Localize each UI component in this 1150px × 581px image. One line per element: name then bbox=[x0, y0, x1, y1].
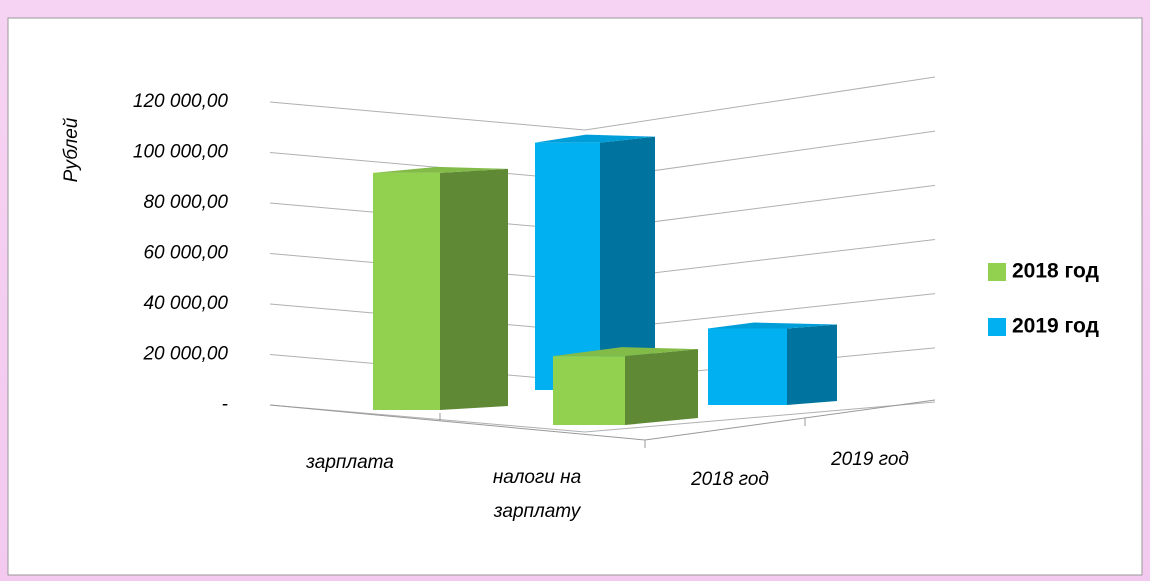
y-tick-label: 20 000,00 bbox=[142, 344, 228, 365]
y-tick-label: 40 000,00 bbox=[143, 293, 228, 314]
legend-swatch bbox=[988, 318, 1006, 336]
legend-label: 2019 год bbox=[1012, 315, 1099, 338]
bar-front bbox=[708, 328, 787, 405]
bar-front bbox=[373, 172, 440, 410]
y-tick-label: 100 000,00 bbox=[133, 142, 229, 163]
depth-label: 2018 год bbox=[690, 469, 769, 490]
bar-front bbox=[553, 356, 625, 425]
y-tick-label: 60 000,00 bbox=[143, 243, 228, 264]
bar bbox=[553, 347, 698, 425]
bar-top bbox=[708, 322, 837, 329]
bar-side bbox=[600, 136, 655, 390]
legend-label: 2018 год bbox=[1012, 260, 1099, 283]
bar-top bbox=[373, 166, 508, 173]
bar bbox=[708, 322, 837, 405]
y-tick-label: 120 000,00 bbox=[133, 91, 229, 112]
bar-top bbox=[535, 134, 655, 143]
x-tick-label: налоги на зарплату bbox=[493, 467, 582, 522]
bar-side bbox=[440, 168, 508, 410]
grid-line bbox=[269, 76, 936, 131]
bar bbox=[535, 134, 655, 390]
grid-line bbox=[269, 401, 936, 433]
legend-swatch bbox=[988, 263, 1006, 281]
y-tick-label: 80 000,00 bbox=[143, 192, 228, 213]
bar-side bbox=[787, 324, 837, 405]
depth-label: 2019 год bbox=[830, 449, 909, 470]
bar-side bbox=[625, 349, 698, 425]
y-tick-label: - bbox=[222, 394, 228, 415]
x-tick-label: зарплата bbox=[305, 452, 394, 473]
y-axis-label: Рублей bbox=[61, 117, 82, 182]
bar bbox=[373, 166, 508, 410]
bar-front bbox=[535, 142, 600, 390]
bar-top bbox=[553, 347, 698, 357]
